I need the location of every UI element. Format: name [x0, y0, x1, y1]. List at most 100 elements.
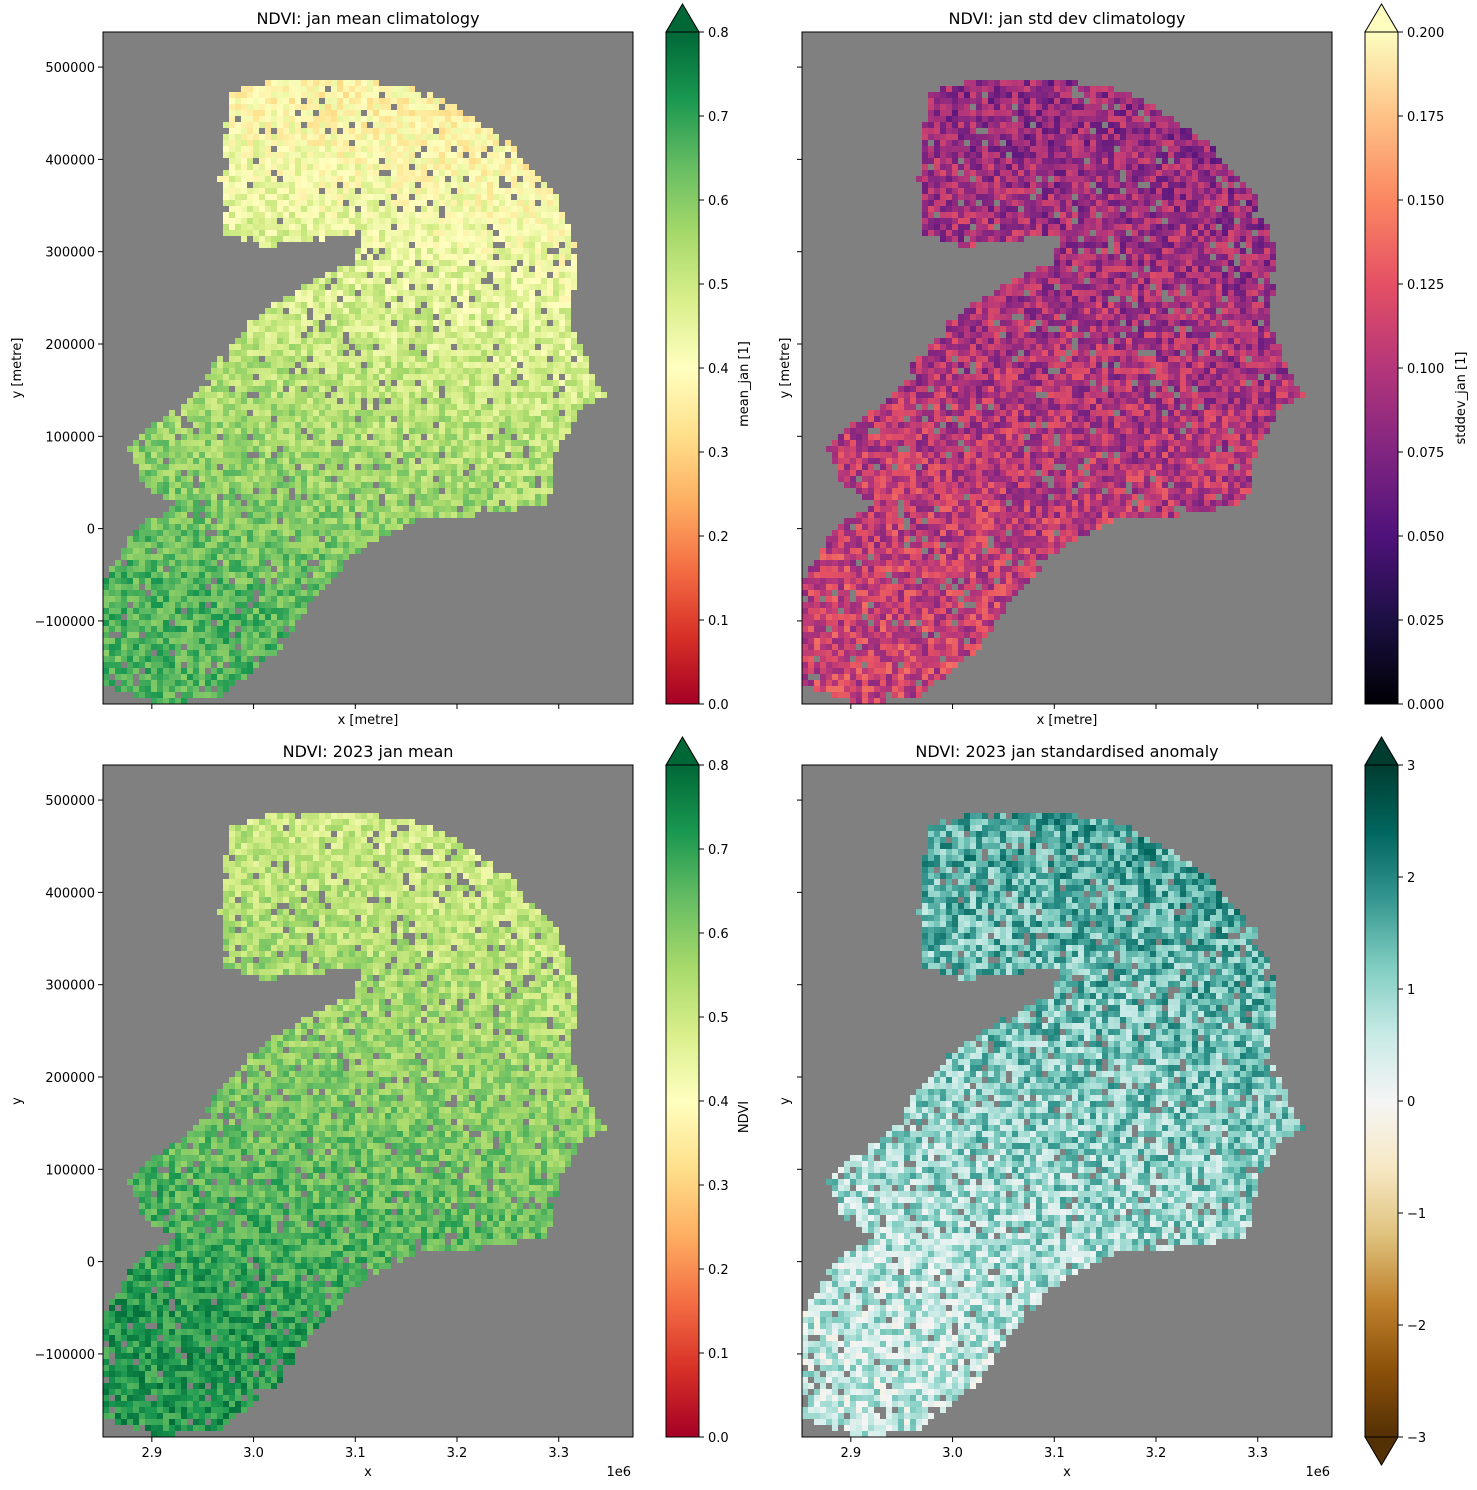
map-pixel: [379, 134, 385, 140]
map-pixel: [427, 260, 433, 266]
map-pixel: [247, 122, 253, 128]
map-pixel: [361, 308, 367, 314]
map-pixel: [331, 98, 337, 104]
map-pixel: [523, 164, 529, 170]
map-pixel: [385, 248, 391, 254]
map-pixel: [511, 212, 517, 218]
map-pixel: [457, 212, 463, 218]
map-pixel: [295, 134, 301, 140]
map-pixel: [343, 212, 349, 218]
map-pixel: [331, 128, 337, 134]
map-pixel: [451, 140, 457, 146]
map-pixel: [367, 200, 373, 206]
map-pixel: [439, 128, 445, 134]
map-pixel: [451, 194, 457, 200]
map-pixel: [487, 212, 493, 218]
map-pixel: [343, 284, 349, 290]
map-pixel: [337, 212, 343, 218]
map-pixel: [415, 92, 421, 98]
map-pixel: [391, 284, 397, 290]
map-pixel: [337, 314, 343, 320]
map-pixel: [433, 110, 439, 116]
map-pixel: [253, 230, 259, 236]
map-pixel: [235, 98, 241, 104]
map-pixel: [433, 224, 439, 230]
map-pixel: [343, 170, 349, 176]
map-pixel: [403, 182, 409, 188]
map-pixel: [379, 164, 385, 170]
map-pixel: [385, 284, 391, 290]
map-pixel: [355, 146, 361, 152]
map-pixel: [265, 242, 271, 248]
map-pixel: [313, 224, 319, 230]
map-pixel: [229, 194, 235, 200]
map-pixel: [349, 206, 355, 212]
map-pixel: [289, 314, 295, 320]
map-pixel: [295, 92, 301, 98]
map-pixel: [331, 182, 337, 188]
map-pixel: [553, 254, 559, 260]
map-pixel: [271, 218, 277, 224]
map-pixel: [397, 236, 403, 242]
map-pixel: [373, 128, 379, 134]
map-pixel: [445, 248, 451, 254]
map-pixel: [445, 152, 451, 158]
map-pixel: [337, 302, 343, 308]
map-pixel: [415, 140, 421, 146]
map-pixel: [451, 290, 457, 296]
map-pixel: [271, 302, 277, 308]
map-pixel: [487, 218, 493, 224]
map-pixel: [349, 98, 355, 104]
map-pixel: [535, 218, 541, 224]
map-pixel: [541, 230, 547, 236]
map-pixel: [463, 146, 469, 152]
map-pixel: [271, 314, 277, 320]
map-pixel: [253, 218, 259, 224]
map-pixel: [469, 266, 475, 272]
map-pixel: [445, 284, 451, 290]
map-pixel: [313, 200, 319, 206]
map-pixel: [409, 200, 415, 206]
map-pixel: [295, 140, 301, 146]
map-pixel: [307, 206, 313, 212]
map-pixel: [541, 194, 547, 200]
map-pixel: [367, 116, 373, 122]
map-pixel: [505, 272, 511, 278]
map-pixel: [277, 224, 283, 230]
map-pixel: [409, 272, 415, 278]
map-pixel: [385, 92, 391, 98]
map-pixel: [427, 230, 433, 236]
map-pixel: [337, 194, 343, 200]
map-pixel: [307, 230, 313, 236]
map-pixel: [529, 278, 535, 284]
map-pixel: [331, 194, 337, 200]
map-pixel: [379, 272, 385, 278]
map-pixel: [475, 140, 481, 146]
map-pixel: [289, 200, 295, 206]
map-pixel: [385, 236, 391, 242]
map-pixel: [415, 170, 421, 176]
map-pixel: [445, 302, 451, 308]
map-pixel: [403, 260, 409, 266]
map-pixel: [307, 296, 313, 302]
map-pixel: [499, 224, 505, 230]
map-pixel: [373, 176, 379, 182]
map-pixel: [505, 254, 511, 260]
map-pixel: [343, 176, 349, 182]
map-pixel: [487, 200, 493, 206]
map-pixel: [247, 170, 253, 176]
map-pixel: [463, 188, 469, 194]
map-pixel: [415, 254, 421, 260]
map-pixel: [283, 116, 289, 122]
map-pixel: [373, 158, 379, 164]
map-pixel: [481, 254, 487, 260]
map-pixel: [343, 278, 349, 284]
map-pixel: [523, 302, 529, 308]
map-pixel: [313, 122, 319, 128]
map-pixel: [391, 116, 397, 122]
map-pixel: [427, 116, 433, 122]
map-pixel: [511, 200, 517, 206]
map-pixel: [403, 296, 409, 302]
map-pixel: [433, 284, 439, 290]
map-pixel: [403, 188, 409, 194]
